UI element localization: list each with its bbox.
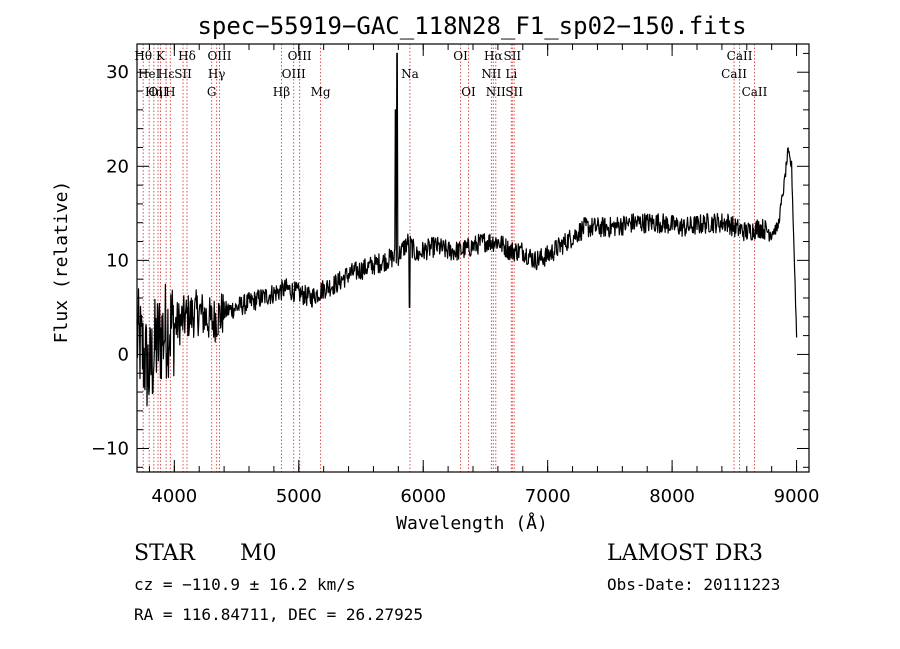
line-marker-label: G bbox=[207, 85, 217, 99]
chart-title: spec−55919−GAC_118N28_F1_sp02−150.fits bbox=[197, 12, 746, 40]
x-tick-label: 8000 bbox=[649, 486, 695, 507]
line-marker-label: Mg bbox=[311, 85, 331, 99]
line-marker-label: Hα bbox=[484, 49, 503, 63]
line-marker-label: SII bbox=[503, 49, 521, 63]
line-marker-label: HeI bbox=[138, 67, 161, 81]
line-marker-label: Hγ bbox=[208, 67, 226, 81]
line-marker-label: NII bbox=[486, 85, 506, 99]
line-marker-label: Hβ bbox=[273, 85, 290, 99]
line-marker-label: SII bbox=[505, 85, 523, 99]
line-marker-label: OI bbox=[461, 85, 476, 99]
object-subclass: M0 bbox=[240, 541, 277, 566]
y-axis: −10 0 10 20 30 bbox=[91, 52, 809, 468]
y-tick-label: 0 bbox=[118, 344, 129, 365]
x-axis-label: Wavelength (Å) bbox=[396, 512, 548, 534]
line-marker-label: OI bbox=[453, 49, 468, 63]
y-tick-label: 20 bbox=[106, 156, 129, 177]
line-marker-label: OIII bbox=[282, 67, 306, 81]
coordinates: RA = 116.84711, DEC = 26.27925 bbox=[134, 605, 423, 624]
x-axis: 4000 5000 6000 7000 8000 9000 bbox=[148, 44, 820, 507]
line-marker-label: OII bbox=[148, 85, 168, 99]
x-tick-label: 5000 bbox=[276, 486, 322, 507]
line-marker-label: CaII bbox=[727, 49, 753, 63]
line-marker-label: Hη bbox=[145, 85, 163, 99]
line-marker-label: CaII bbox=[721, 67, 747, 81]
survey-name: LAMOST DR3 bbox=[607, 541, 763, 566]
line-marker-label: CaII bbox=[742, 85, 768, 99]
y-tick-label: −10 bbox=[91, 438, 129, 459]
x-tick-label: 9000 bbox=[774, 486, 820, 507]
y-tick-label: 10 bbox=[106, 250, 129, 271]
x-tick-label: 4000 bbox=[151, 486, 197, 507]
line-marker-label: H bbox=[165, 85, 175, 99]
line-marker-label: Hδ bbox=[178, 49, 196, 63]
line-marker-label: Hθ bbox=[134, 49, 152, 63]
x-tick-label: 7000 bbox=[525, 486, 571, 507]
line-markers bbox=[142, 44, 755, 472]
line-marker-label: Hε bbox=[158, 67, 175, 81]
line-marker-label: OIII bbox=[207, 49, 231, 63]
object-class: STAR bbox=[134, 541, 196, 566]
line-marker-label: K bbox=[156, 49, 166, 63]
y-axis-label: Flux (relative) bbox=[51, 181, 72, 344]
line-marker-label: NII bbox=[481, 67, 501, 81]
y-tick-label: 30 bbox=[106, 62, 129, 83]
line-marker-label: SII bbox=[174, 67, 192, 81]
x-tick-label: 6000 bbox=[400, 486, 446, 507]
line-marker-label: Li bbox=[505, 67, 517, 81]
obs-date: Obs-Date: 20111223 bbox=[607, 575, 780, 594]
line-marker-label: OIII bbox=[288, 49, 312, 63]
spectrum-line bbox=[136, 52, 798, 407]
line-marker-label: Na bbox=[401, 67, 419, 81]
redshift-text: cz = −110.9 ± 16.2 km/s bbox=[134, 575, 356, 594]
plot-frame bbox=[136, 43, 810, 473]
